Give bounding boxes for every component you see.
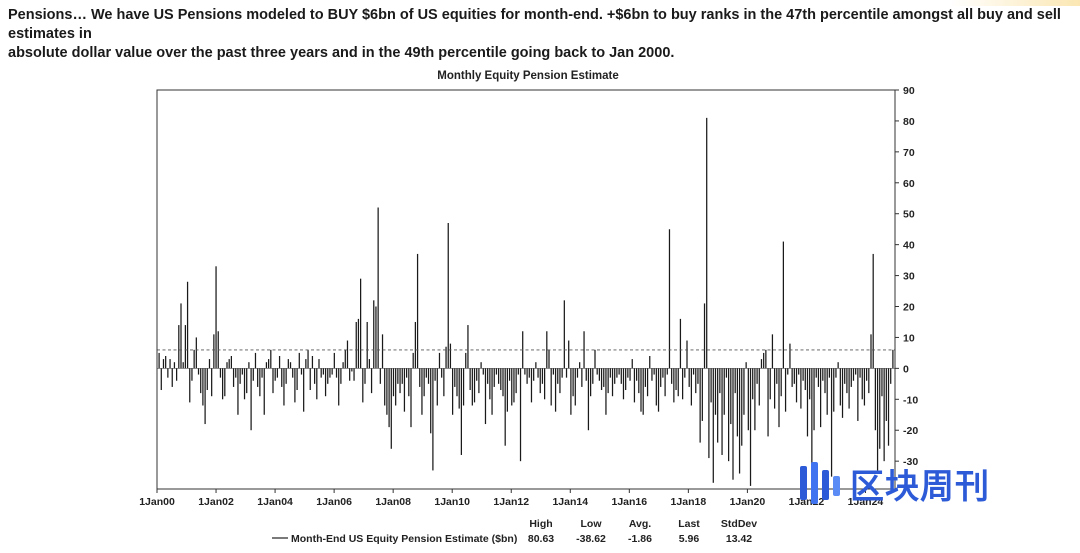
x-tick-label: 1Jan20 <box>730 496 766 508</box>
y-tick-label: -10 <box>903 394 918 406</box>
y-tick-label: 80 <box>903 116 915 128</box>
x-axis-ticks: 1Jan00 1Jan02 1Jan04 1Jan06 1Jan08 1Jan10 1Jan… <box>139 489 883 508</box>
y-tick-label: -20 <box>903 425 918 437</box>
y-tick-label: 20 <box>903 302 915 314</box>
y-tick-label: 60 <box>903 178 915 190</box>
stats-header: Avg. <box>629 518 651 530</box>
y-tick-label: 50 <box>903 209 915 221</box>
y-tick-label: 70 <box>903 147 915 159</box>
plot-border <box>156 89 896 490</box>
x-tick-label: 1Jan16 <box>612 496 648 508</box>
y-tick-label: 10 <box>903 332 915 344</box>
x-tick-label: 1Jan10 <box>434 496 470 508</box>
stats-value: -1.86 <box>628 533 652 545</box>
x-tick-label: 1Jan02 <box>198 496 234 508</box>
brand-logo-icon <box>800 462 840 504</box>
top-watermark-strip <box>950 0 1080 6</box>
reference-line-group <box>157 349 895 369</box>
stats-header: High <box>529 518 552 530</box>
x-tick-label: 1Jan14 <box>552 496 588 508</box>
x-tick-label: 1Jan06 <box>316 496 352 508</box>
x-tick-label: 1Jan00 <box>139 496 175 508</box>
bars-group <box>158 117 894 486</box>
stats-header: Low <box>581 518 603 530</box>
x-tick-label: 1Jan24 <box>848 496 884 508</box>
intro-text: Pensions… We have US Pensions modeled to… <box>8 6 1072 63</box>
x-tick-label: 1Jan04 <box>257 496 293 508</box>
y-tick-label: 0 <box>903 363 909 375</box>
y-tick-label: -30 <box>903 456 918 468</box>
intro-line-1: Pensions… We have US Pensions modeled to… <box>8 7 1061 42</box>
y-tick-label: 90 <box>903 85 915 97</box>
brand-text: 区块周刊 <box>850 466 990 507</box>
x-tick-label: 1Jan08 <box>375 496 411 508</box>
stats-value: -38.62 <box>576 533 606 545</box>
stats-value: 13.42 <box>726 533 752 545</box>
y-tick-label: 40 <box>903 240 915 252</box>
stats-header: StdDev <box>721 518 757 530</box>
stats-value: 80.63 <box>528 533 554 545</box>
intro-line-2: absolute dollar value over the past thre… <box>8 45 675 61</box>
y-axis-ticks: 90 80 70 60 50 40 30 20 10 0 -10 -20 -30 <box>895 85 918 468</box>
stats-table: High 80.63 Low -38.62 Avg. -1.86 Last 5.96 StdDe… <box>528 518 757 545</box>
chart-title: Monthly Equity Pension Estimate <box>437 70 618 82</box>
stats-value: 5.96 <box>679 533 700 545</box>
brand-watermark: 区块周刊 <box>798 458 1058 508</box>
y-tick-label: 30 <box>903 271 915 283</box>
plot-frame <box>156 89 896 490</box>
legend: Month-End US Equity Pension Estimate ($b… <box>272 533 517 545</box>
legend-label: Month-End US Equity Pension Estimate ($b… <box>291 533 517 545</box>
x-tick-label: 1Jan18 <box>671 496 707 508</box>
stats-header: Last <box>678 518 700 530</box>
x-tick-label: 1Jan12 <box>493 496 529 508</box>
